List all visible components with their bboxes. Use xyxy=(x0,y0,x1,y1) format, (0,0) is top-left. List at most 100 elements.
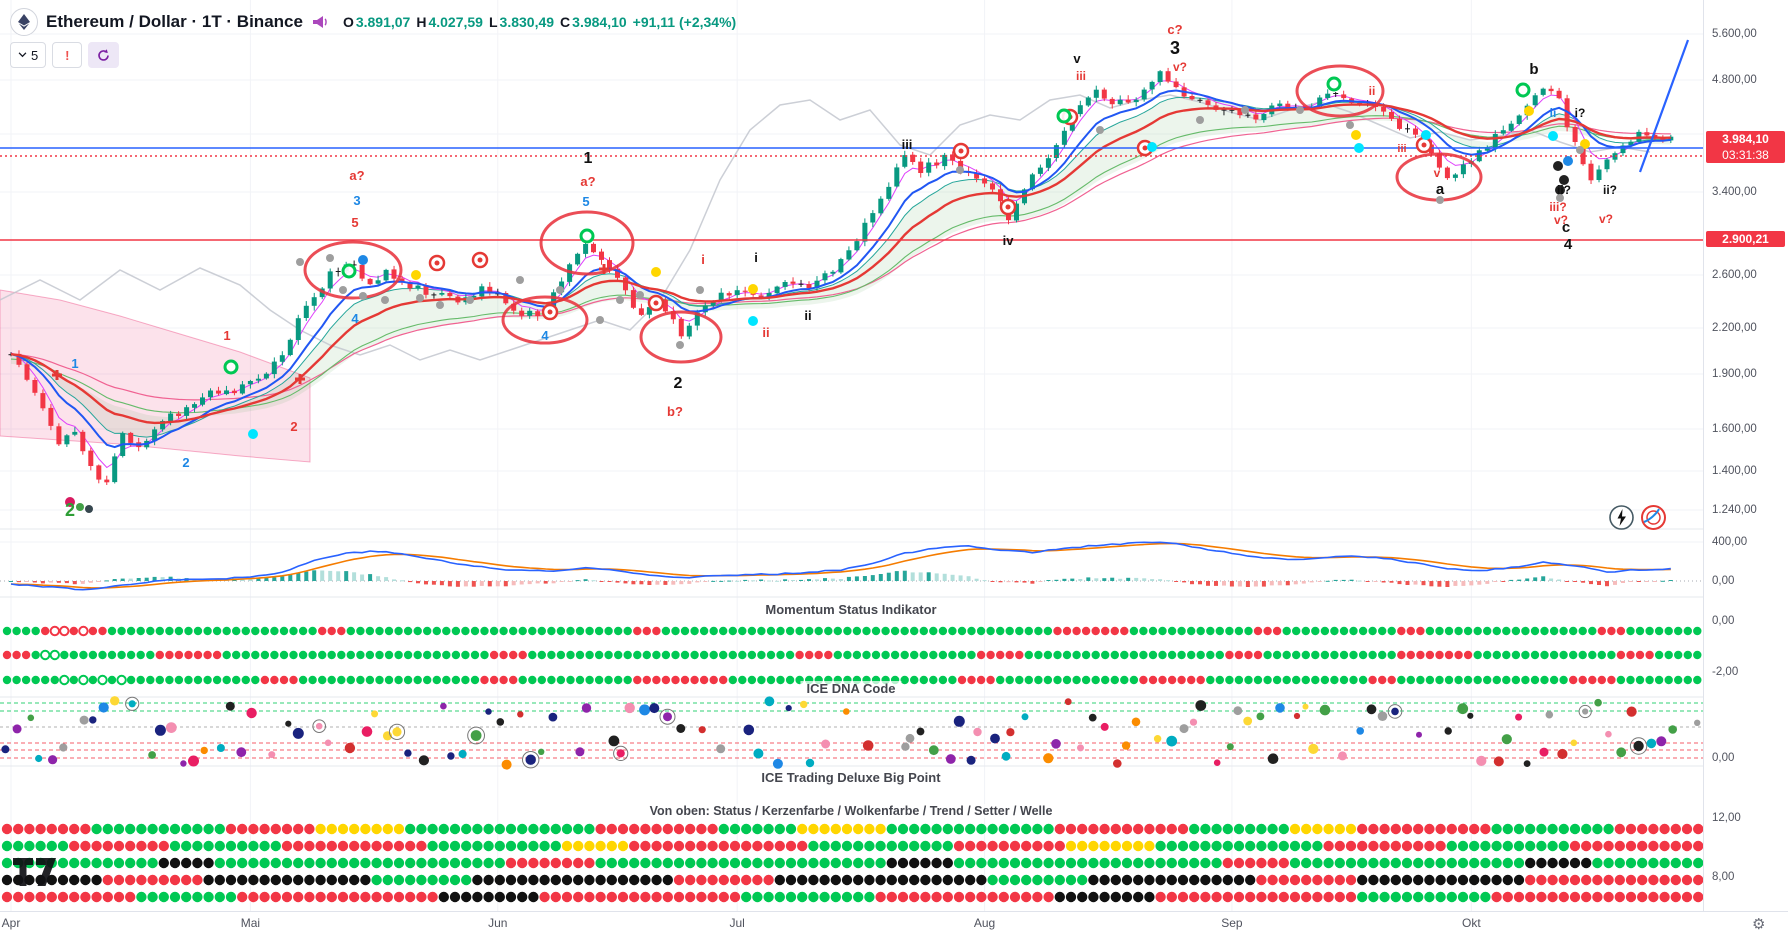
chart-mini-icons xyxy=(1608,504,1667,531)
pane-title-momentum-status: Momentum Status Indikator xyxy=(759,602,943,617)
price-axis-label: 8,00 xyxy=(1712,871,1735,883)
price-axis-label: 2.600,00 xyxy=(1712,269,1757,281)
svg-text:v?: v? xyxy=(1173,60,1187,74)
price-axis-label: 5.600,00 xyxy=(1712,28,1757,40)
svg-text:ii: ii xyxy=(1369,84,1376,98)
price-axis-label: 400,00 xyxy=(1712,536,1748,548)
svg-text:4: 4 xyxy=(1564,236,1573,253)
symbol-logo[interactable] xyxy=(10,8,38,36)
svg-text:iii: iii xyxy=(1076,69,1086,83)
chart-header: Ethereum / Dollar · 1T · Binance O 3.891… xyxy=(10,8,736,36)
ma-red xyxy=(10,103,1671,425)
alert-button[interactable]: ! xyxy=(52,42,83,68)
chevron-down-icon xyxy=(18,52,27,58)
svg-text:a?: a? xyxy=(349,168,364,183)
svg-text:1: 1 xyxy=(71,356,78,371)
price-axis-label: 1.400,00 xyxy=(1712,465,1757,477)
candle-count-dropdown[interactable]: 5 xyxy=(10,42,47,68)
svg-text:iii: iii xyxy=(1397,143,1406,155)
red-ellipse-annotation-4[interactable] xyxy=(1295,64,1385,118)
candle-count-value: 5 xyxy=(31,47,39,63)
symbol-title[interactable]: Ethereum / Dollar · 1T · Binance xyxy=(46,12,303,31)
price-axis-label: 1.240,00 xyxy=(1712,504,1757,516)
overlay-symbol-line xyxy=(0,94,1651,361)
svg-text:5: 5 xyxy=(582,194,589,209)
ethereum-icon xyxy=(18,14,30,30)
open-value: 3.891,07 xyxy=(355,14,411,30)
svg-text:iv: iv xyxy=(1003,233,1015,248)
month-label: Mai xyxy=(240,916,261,930)
megaphone-icon[interactable] xyxy=(311,14,329,30)
refresh-button[interactable] xyxy=(88,42,120,68)
level-price-value: 2.900,21 xyxy=(1722,232,1769,246)
svg-text:5: 5 xyxy=(351,215,358,230)
chart-toolbar: 5 ! xyxy=(10,42,120,68)
svg-text:i?: i? xyxy=(1575,106,1586,120)
month-label: Jul xyxy=(729,916,745,930)
svg-text:2: 2 xyxy=(182,455,189,470)
svg-text:ii: ii xyxy=(1550,106,1557,120)
price-axis-label: 0,00 xyxy=(1712,752,1735,764)
ma-blue xyxy=(10,89,1671,449)
big-point-row-4 xyxy=(1,891,1703,903)
time-axis[interactable]: ⚙ Apr Mai Jun Jul Aug Sep Okt xyxy=(0,911,1788,935)
red-ellipse-annotation-3[interactable] xyxy=(639,310,723,364)
bar-countdown: 03:31:38 xyxy=(1722,148,1769,162)
svg-text:a: a xyxy=(1436,181,1445,198)
svg-text:2: 2 xyxy=(290,419,297,434)
ma-green xyxy=(10,115,1671,414)
svg-text:3: 3 xyxy=(1170,38,1180,58)
high-label: H xyxy=(416,14,427,30)
globe-target-icon[interactable] xyxy=(1640,504,1667,531)
high-value: 4.027,59 xyxy=(428,14,483,30)
momentum-status-row-1 xyxy=(2,649,1702,661)
momentum-histogram xyxy=(9,570,1673,587)
current-price-badge: 3.984,10 03:31:38 xyxy=(1706,131,1785,163)
low-label: L xyxy=(488,14,498,30)
ice-dna-scatter xyxy=(1,696,1701,770)
svg-text:ii: ii xyxy=(804,308,811,323)
month-label: Aug xyxy=(973,916,996,930)
gear-icon[interactable]: ⚙ xyxy=(1752,916,1766,933)
pane-title-ice-big-point: ICE Trading Deluxe Big Point xyxy=(755,770,947,785)
pane-subtitle-von-oben: Von oben: Status / Kerzenfarbe / Wolkenf… xyxy=(643,804,1059,818)
price-axis-label: 0,00 xyxy=(1712,575,1735,587)
big-point-row-1 xyxy=(1,840,1703,852)
lightning-icon[interactable] xyxy=(1608,504,1635,531)
month-label: Apr xyxy=(1,916,21,930)
price-axis-label: 1.600,00 xyxy=(1712,423,1757,435)
momentum-status-row-2 xyxy=(2,674,1702,686)
price-axis-label: 1.900,00 xyxy=(1712,368,1757,380)
month-label: Okt xyxy=(1461,916,1481,930)
svg-text:ii: ii xyxy=(762,325,769,340)
price-axis-label: -2,00 xyxy=(1712,666,1739,678)
svg-text:4: 4 xyxy=(351,311,359,326)
svg-text:v?: v? xyxy=(1554,213,1568,227)
red-ellipse-annotation-1[interactable] xyxy=(539,210,635,276)
momentum-main-line xyxy=(10,541,1671,591)
red-ellipse-annotation-0[interactable] xyxy=(303,240,403,300)
svg-text:i: i xyxy=(701,252,705,267)
svg-text:c: c xyxy=(1562,219,1570,236)
month-label: Sep xyxy=(1221,916,1243,930)
signal-markers xyxy=(52,76,1590,513)
projection-trend-line[interactable] xyxy=(1638,39,1690,173)
close-value: 3.984,10 xyxy=(572,14,627,30)
svg-text:1: 1 xyxy=(223,328,230,343)
svg-text:b?: b? xyxy=(667,404,683,419)
price-axis-label: 2.200,00 xyxy=(1712,322,1757,334)
svg-text:b: b xyxy=(1529,61,1538,78)
svg-text:v?: v? xyxy=(1599,212,1613,226)
ma-pink xyxy=(10,117,1671,401)
svg-text:1: 1 xyxy=(584,150,593,167)
momentum-status-row-0 xyxy=(2,625,1702,637)
svg-text:3: 3 xyxy=(353,193,360,208)
red-ellipse-annotation-2[interactable] xyxy=(501,295,589,345)
price-axis[interactable]: 3.984,10 03:31:38 2.900,21 5.600,00 4.800… xyxy=(1703,0,1788,911)
tradingview-logo[interactable] xyxy=(12,856,64,888)
change-value: +91,11 (+2,34%) xyxy=(632,14,737,30)
price-axis-label: 0,00 xyxy=(1712,615,1735,627)
current-price-value: 3.984,10 xyxy=(1722,132,1769,146)
